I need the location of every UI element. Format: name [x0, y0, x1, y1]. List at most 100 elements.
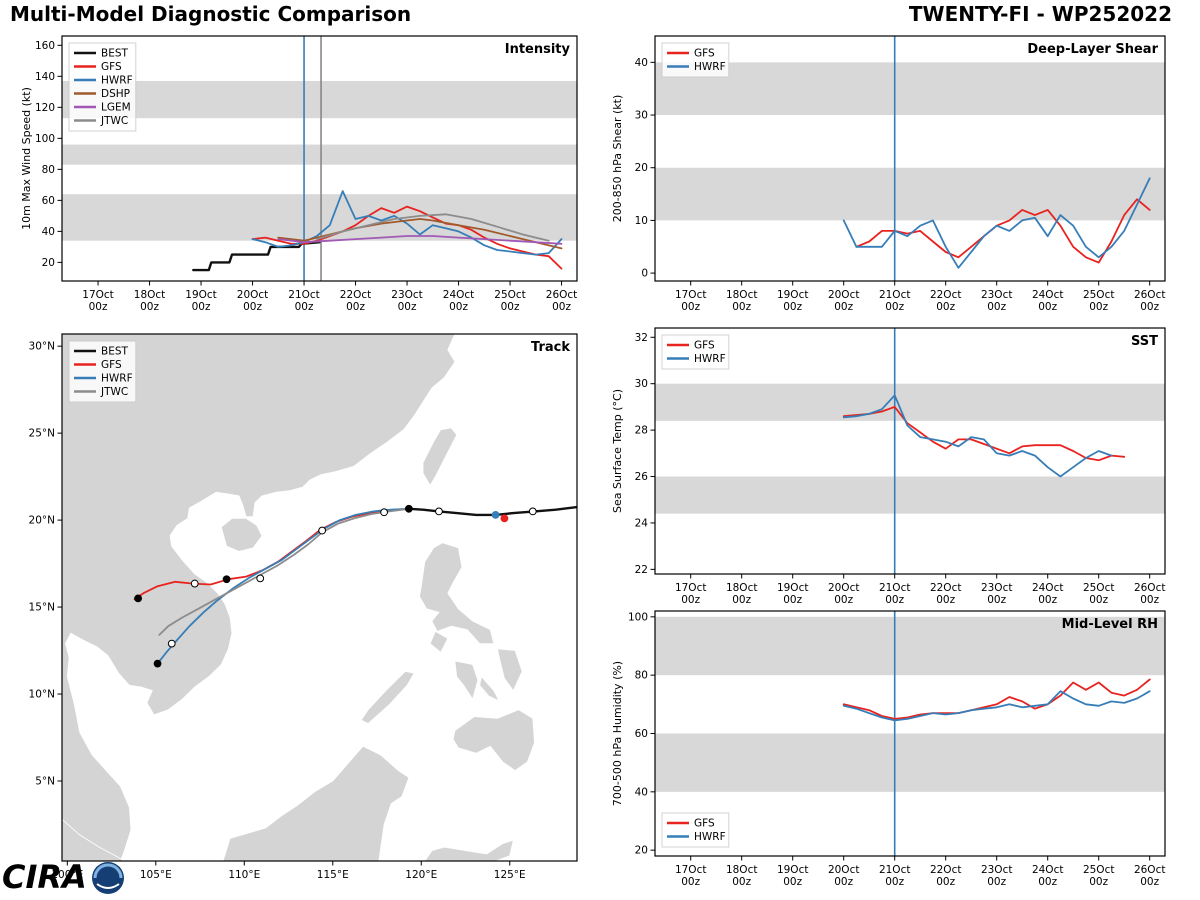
svg-text:25Oct: 25Oct: [1083, 289, 1115, 301]
svg-text:120: 120: [35, 102, 55, 114]
svg-text:00z: 00z: [89, 301, 108, 313]
svg-text:40: 40: [635, 57, 648, 69]
svg-text:GFS: GFS: [101, 61, 122, 73]
svg-text:00z: 00z: [834, 301, 853, 313]
svg-text:24Oct: 24Oct: [1032, 289, 1064, 301]
svg-text:HWRF: HWRF: [101, 75, 133, 87]
svg-text:24Oct: 24Oct: [443, 289, 475, 301]
svg-text:80: 80: [42, 164, 55, 176]
svg-text:JTWC: JTWC: [100, 115, 128, 127]
svg-text:30: 30: [635, 110, 648, 122]
svg-text:25Oct: 25Oct: [1083, 582, 1115, 594]
svg-text:26Oct: 26Oct: [1134, 289, 1166, 301]
svg-text:JTWC: JTWC: [100, 386, 128, 398]
svg-text:30°N: 30°N: [29, 341, 55, 353]
svg-text:00z: 00z: [885, 876, 904, 888]
svg-text:19Oct: 19Oct: [777, 864, 809, 876]
svg-text:10: 10: [635, 215, 648, 227]
svg-text:25Oct: 25Oct: [494, 289, 526, 301]
svg-text:Sea Surface Temp (°C): Sea Surface Temp (°C): [611, 389, 624, 513]
svg-text:00z: 00z: [936, 594, 955, 606]
svg-text:DSHP: DSHP: [101, 88, 130, 100]
svg-text:200-850 hPa Shear (kt): 200-850 hPa Shear (kt): [611, 95, 624, 223]
svg-text:00z: 00z: [1140, 876, 1159, 888]
svg-text:20Oct: 20Oct: [828, 582, 860, 594]
svg-text:24: 24: [635, 517, 649, 529]
page-title: Multi-Model Diagnostic Comparison: [10, 2, 412, 26]
svg-text:18Oct: 18Oct: [726, 582, 758, 594]
svg-text:40: 40: [635, 786, 648, 798]
svg-text:00z: 00z: [885, 301, 904, 313]
svg-text:40: 40: [42, 226, 55, 238]
cira-logo-graphic: CIRA: [2, 858, 124, 896]
svg-text:26: 26: [635, 471, 649, 483]
svg-text:00z: 00z: [987, 876, 1006, 888]
svg-text:GFS: GFS: [694, 48, 715, 60]
svg-text:100: 100: [35, 133, 55, 145]
svg-text:00z: 00z: [936, 301, 955, 313]
svg-text:22: 22: [635, 564, 648, 576]
svg-text:00z: 00z: [681, 301, 700, 313]
svg-text:19Oct: 19Oct: [777, 289, 809, 301]
svg-text:00z: 00z: [681, 876, 700, 888]
svg-text:00z: 00z: [346, 301, 365, 313]
svg-text:17Oct: 17Oct: [675, 864, 707, 876]
svg-text:GFS: GFS: [694, 818, 715, 830]
cira-logo: CIRA: [2, 858, 134, 900]
svg-text:BEST: BEST: [101, 346, 129, 358]
svg-text:17Oct: 17Oct: [675, 289, 707, 301]
svg-text:00z: 00z: [987, 594, 1006, 606]
svg-text:20°N: 20°N: [29, 515, 55, 527]
svg-text:60: 60: [635, 728, 648, 740]
svg-text:00z: 00z: [1038, 876, 1057, 888]
svg-text:00z: 00z: [140, 301, 159, 313]
svg-text:26Oct: 26Oct: [546, 289, 578, 301]
svg-text:00z: 00z: [243, 301, 262, 313]
svg-text:23Oct: 23Oct: [981, 289, 1013, 301]
svg-text:21Oct: 21Oct: [288, 289, 320, 301]
svg-text:115°E: 115°E: [317, 869, 349, 881]
svg-text:Mid-Level RH: Mid-Level RH: [1062, 617, 1158, 632]
svg-text:00z: 00z: [1038, 301, 1057, 313]
svg-text:23Oct: 23Oct: [981, 582, 1013, 594]
cira-logo-globe-icon: [92, 862, 124, 894]
svg-text:HWRF: HWRF: [694, 353, 726, 365]
track-map: 100°E 105°E 110°E 115°E 120°E 125°E 5°N 10°N 15°…: [29, 333, 578, 881]
svg-text:23Oct: 23Oct: [981, 864, 1013, 876]
svg-text:GFS: GFS: [694, 340, 715, 352]
svg-text:32: 32: [635, 332, 648, 344]
svg-text:Deep-Layer Shear: Deep-Layer Shear: [1027, 42, 1158, 57]
svg-text:00z: 00z: [732, 594, 751, 606]
cira-logo-globe-wave: [96, 883, 120, 889]
svg-text:LGEM: LGEM: [101, 102, 131, 114]
svg-text:Track: Track: [531, 340, 570, 355]
svg-text:100°E: 100°E: [51, 869, 83, 881]
svg-text:25Oct: 25Oct: [1083, 864, 1115, 876]
svg-text:26Oct: 26Oct: [1134, 864, 1166, 876]
svg-text:00z: 00z: [834, 594, 853, 606]
svg-text:110°E: 110°E: [228, 869, 260, 881]
svg-text:22Oct: 22Oct: [930, 864, 962, 876]
svg-text:00z: 00z: [885, 594, 904, 606]
svg-text:HWRF: HWRF: [101, 373, 133, 385]
svg-text:105°E: 105°E: [140, 869, 172, 881]
svg-text:20: 20: [42, 257, 55, 269]
svg-text:18Oct: 18Oct: [726, 864, 758, 876]
svg-text:HWRF: HWRF: [694, 61, 726, 73]
svg-text:17Oct: 17Oct: [675, 582, 707, 594]
storm-title: TWENTY-FI - WP252022: [908, 2, 1172, 26]
svg-text:15°N: 15°N: [29, 602, 55, 614]
svg-text:22Oct: 22Oct: [930, 289, 962, 301]
svg-text:00z: 00z: [449, 301, 468, 313]
svg-text:80: 80: [635, 670, 648, 682]
svg-text:00z: 00z: [1038, 594, 1057, 606]
svg-text:20: 20: [635, 162, 648, 174]
svg-text:00z: 00z: [783, 594, 802, 606]
svg-text:22Oct: 22Oct: [340, 289, 372, 301]
svg-text:00z: 00z: [681, 594, 700, 606]
svg-text:21Oct: 21Oct: [879, 289, 911, 301]
svg-text:10m Max Wind Speed (kt): 10m Max Wind Speed (kt): [20, 87, 33, 230]
svg-text:00z: 00z: [192, 301, 211, 313]
svg-text:00z: 00z: [398, 301, 417, 313]
svg-text:00z: 00z: [1140, 594, 1159, 606]
